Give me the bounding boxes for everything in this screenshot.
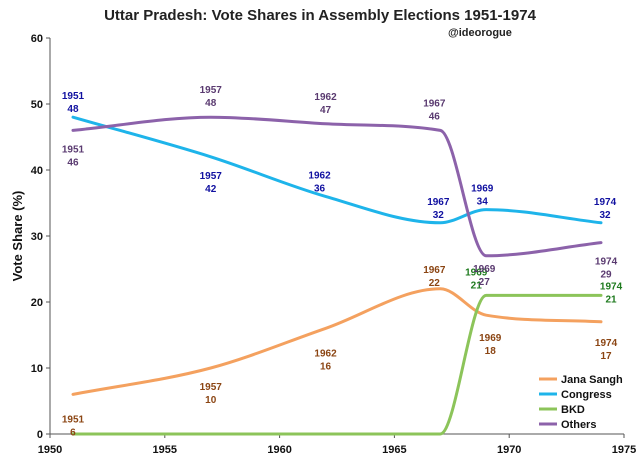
axes: 1950 1955 1960 1965 1970 1975 0 10 20 30 40 50 60 Vot…: [10, 33, 636, 456]
data-label-jana-sangh-year: 1962: [314, 348, 337, 359]
legend-label-others: Others: [561, 419, 596, 431]
data-label-congress-year: 1951: [62, 91, 85, 102]
data-label-jana-sangh-year: 1957: [200, 382, 223, 393]
legend-label-bkd: BKD: [561, 404, 585, 416]
data-label-jana-sangh-value: 6: [70, 427, 76, 438]
data-label-jana-sangh-year: 1951: [62, 414, 85, 425]
y-axis-label: Vote Share (%): [10, 191, 25, 282]
chart-credit: @ideorogue: [448, 27, 512, 39]
chart-title: Uttar Pradesh: Vote Shares in Assembly E…: [104, 7, 536, 24]
data-label-congress-year: 1967: [427, 197, 450, 208]
legend-label-jana-sangh: Jana Sangh: [561, 374, 623, 386]
x-tick-label: 1970: [497, 444, 521, 456]
y-tick-label: 50: [31, 99, 43, 111]
data-label-jana-sangh-value: 22: [429, 278, 441, 289]
data-label-bkd-year: 1969: [465, 267, 488, 278]
data-label-congress-year: 1962: [308, 170, 331, 181]
y-tick-label: 10: [31, 363, 43, 375]
data-label-others-value: 47: [320, 105, 332, 116]
data-label-congress-value: 36: [314, 183, 326, 194]
data-label-jana-sangh-value: 18: [485, 346, 497, 357]
data-label-bkd-value: 21: [605, 294, 617, 305]
data-label-congress-value: 32: [433, 210, 445, 221]
series-line-others: [71, 115, 603, 258]
data-label-others-value: 29: [600, 270, 612, 281]
series-line-congress: [71, 115, 603, 225]
data-label-others-value: 46: [67, 157, 79, 168]
data-label-others-year: 1967: [423, 98, 446, 109]
y-tick-label: 20: [31, 297, 43, 309]
data-label-others-year: 1957: [200, 85, 223, 96]
data-label-others-year: 1951: [62, 144, 85, 155]
x-tick-label: 1950: [38, 444, 62, 456]
data-label-congress-year: 1969: [471, 184, 494, 195]
y-tick-label: 40: [31, 165, 43, 177]
data-label-congress-year: 1957: [200, 171, 223, 182]
y-tick-label: 0: [37, 429, 43, 441]
data-label-others-value: 46: [429, 111, 441, 122]
legend-label-congress: Congress: [561, 389, 612, 401]
data-label-jana-sangh-value: 16: [320, 361, 332, 372]
series-lines: [71, 115, 603, 436]
data-labels: 1951 6 1957 10 1962 16 1967 22 1969 18 1974 17 1951 4…: [62, 85, 623, 438]
data-label-congress-value: 34: [477, 197, 489, 208]
x-tick-label: 1960: [267, 444, 291, 456]
y-tick-label: 30: [31, 231, 43, 243]
series-line-jana-sangh: [71, 287, 603, 396]
data-label-jana-sangh-year: 1974: [595, 338, 618, 349]
data-label-jana-sangh-year: 1969: [479, 333, 502, 344]
x-tick-label: 1955: [153, 444, 177, 456]
data-label-congress-value: 32: [599, 210, 611, 221]
data-label-congress-value: 42: [205, 184, 217, 195]
x-tick-label: 1965: [382, 444, 406, 456]
legend: Jana Sangh Congress BKD Others: [539, 374, 623, 431]
data-label-jana-sangh-value: 17: [600, 351, 612, 362]
series-line-bkd: [71, 293, 603, 436]
x-tick-label: 1975: [612, 444, 636, 456]
data-label-others-value: 27: [479, 277, 491, 288]
data-label-others-year: 1962: [314, 92, 337, 103]
data-label-congress-year: 1974: [594, 197, 617, 208]
data-label-jana-sangh-value: 10: [205, 395, 217, 406]
data-label-others-year: 1974: [595, 257, 618, 268]
data-label-others-value: 48: [205, 98, 217, 109]
data-label-congress-value: 48: [67, 104, 79, 115]
data-label-bkd-value: 21: [471, 280, 483, 291]
data-label-bkd-year: 1974: [600, 281, 623, 292]
data-label-jana-sangh-year: 1967: [423, 265, 446, 276]
y-tick-label: 60: [31, 33, 43, 45]
data-label-others-year: 1969: [473, 264, 496, 275]
